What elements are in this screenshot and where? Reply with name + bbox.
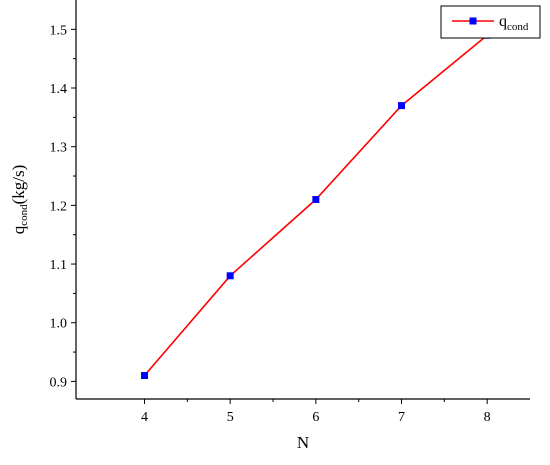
y-tick-label: 1.2: [50, 199, 68, 214]
y-axis-title-sub: cond: [18, 204, 30, 226]
y-tick-label: 1.4: [50, 82, 68, 97]
y-axis-title-suffix: (kg/s): [9, 165, 28, 205]
data-point: [226, 272, 234, 280]
y-ticks: 0.9 1.0 1.1 1.2 1.3 1.4 1.5: [50, 23, 76, 390]
data-point: [312, 196, 320, 203]
y-axis-title: qcond(kg/s): [9, 165, 30, 235]
x-tick-label: 6: [312, 410, 319, 425]
series-layer: [141, 31, 491, 380]
legend: qcond: [440, 5, 541, 39]
legend-box: [440, 5, 541, 39]
y-tick-label: 1.1: [50, 258, 68, 273]
y-tick-label: 1.5: [50, 23, 68, 38]
x-tick-label: 7: [398, 410, 405, 425]
legend-label-main: q: [499, 13, 507, 30]
x-ticks: 4 5 6 7 8: [141, 399, 491, 425]
x-axis-title: N: [297, 433, 309, 452]
legend-label-sub: cond: [507, 21, 529, 33]
data-point: [398, 102, 406, 110]
legend-marker: [469, 17, 477, 25]
x-tick-label: 5: [227, 410, 234, 425]
data-point: [141, 372, 149, 380]
x-tick-label: 4: [141, 410, 148, 425]
x-tick-label: 8: [484, 410, 491, 425]
y-tick-label: 1.3: [50, 141, 68, 156]
legend-label: qcond: [499, 13, 529, 33]
series-line: [143, 34, 488, 377]
y-axis-title-main: q: [9, 225, 28, 234]
axes: [75, 0, 530, 400]
y-tick-label: 1.0: [50, 317, 68, 332]
y-tick-label: 0.9: [50, 375, 68, 390]
